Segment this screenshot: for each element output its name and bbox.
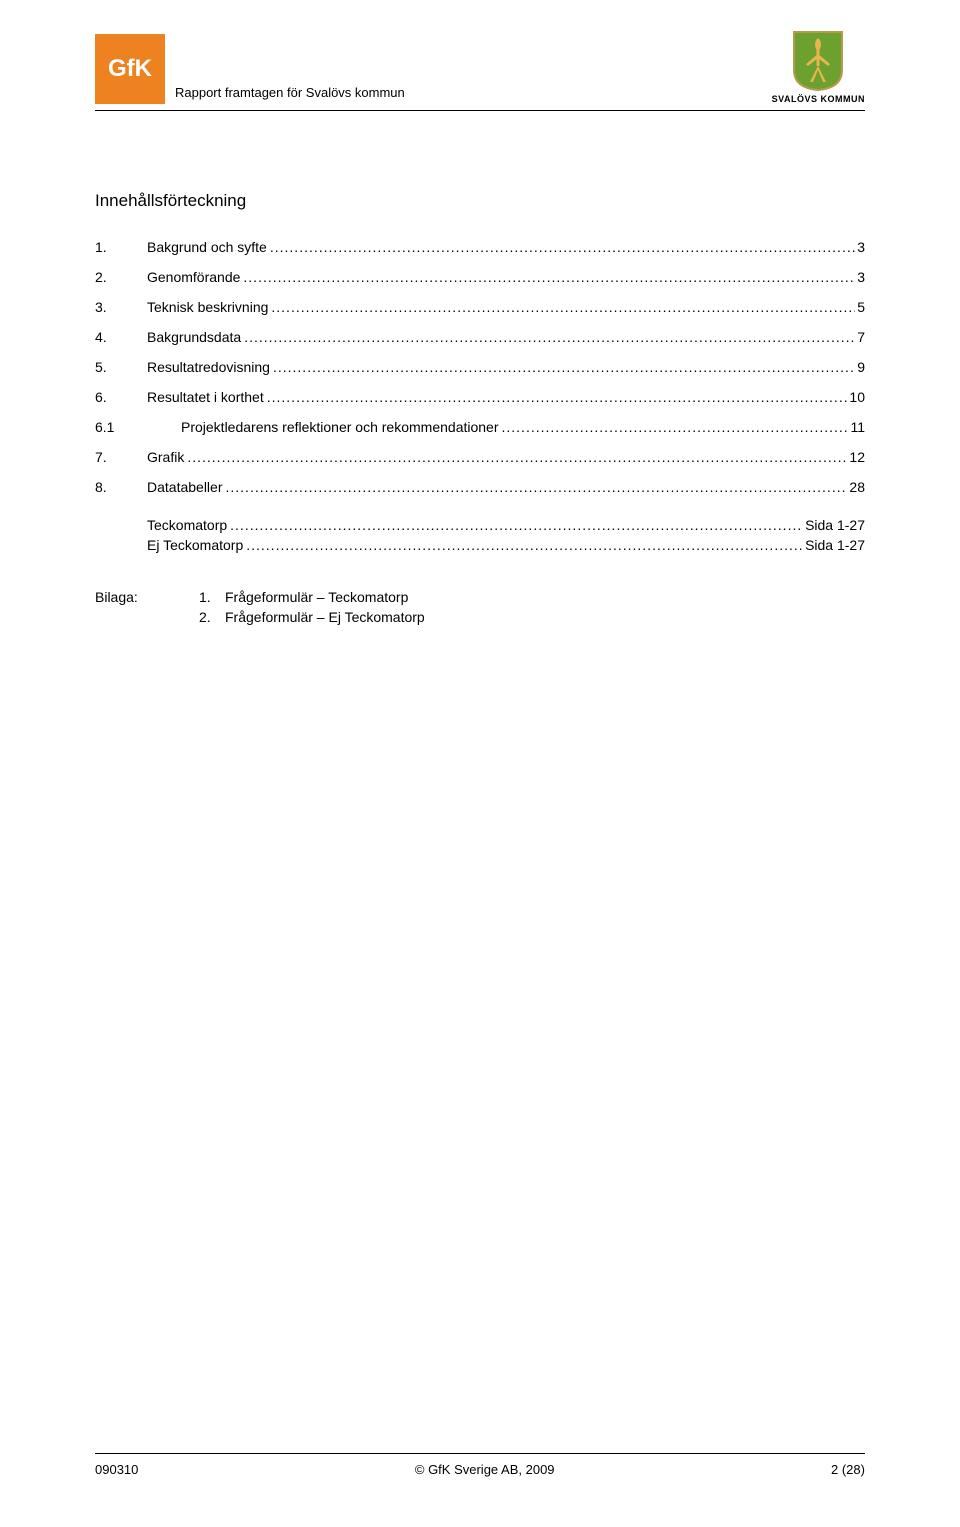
municipality-shield-icon bbox=[792, 30, 844, 92]
toc-page-number: 28 bbox=[847, 479, 865, 495]
gfk-logo: GfK bbox=[95, 34, 165, 104]
toc-leader-dots bbox=[499, 419, 849, 435]
footer-rule bbox=[95, 1453, 865, 1454]
toc-number: 5. bbox=[95, 359, 147, 375]
toc-label: Grafik bbox=[147, 449, 184, 465]
toc-leader-dots bbox=[227, 517, 803, 533]
municipality-label: SVALÖVS KOMMUN bbox=[772, 94, 865, 104]
toc-leader-dots bbox=[270, 359, 855, 375]
toc-row: 2.Genomförande 3 bbox=[95, 269, 865, 285]
toc-leader-dots bbox=[268, 299, 855, 315]
toc-row: 8.Datatabeller 28 bbox=[95, 479, 865, 495]
toc-sublist: Teckomatorp Sida 1-27 Ej Teckomatorp Sida 1… bbox=[147, 517, 865, 553]
toc-page-number: 5 bbox=[855, 299, 865, 315]
toc-number: 2. bbox=[95, 269, 147, 285]
toc-subrow: Ej Teckomatorp Sida 1-27 bbox=[147, 537, 865, 553]
footer-right: 2 (28) bbox=[831, 1462, 865, 1477]
toc-number: 8. bbox=[95, 479, 147, 495]
header-rule bbox=[95, 110, 865, 111]
toc-title: Innehållsförteckning bbox=[95, 191, 865, 211]
appendix-row: 2.Frågeformulär – Ej Teckomatorp bbox=[199, 609, 425, 625]
toc-row: 6.Resultatet i korthet 10 bbox=[95, 389, 865, 405]
toc-leader-dots bbox=[264, 389, 848, 405]
toc-label: Resultatet i korthet bbox=[147, 389, 264, 405]
toc-label: Bakgrundsdata bbox=[147, 329, 241, 345]
toc-number: 7. bbox=[95, 449, 147, 465]
toc-leader-dots bbox=[223, 479, 848, 495]
toc-row: 4.Bakgrundsdata 7 bbox=[95, 329, 865, 345]
document-page: GfK Rapport framtagen för Svalövs kommun… bbox=[0, 0, 960, 1527]
toc-subrow: Teckomatorp Sida 1-27 bbox=[147, 517, 865, 533]
footer-row: 090310 © GfK Sverige AB, 2009 2 (28) bbox=[95, 1462, 865, 1477]
toc-row: 7.Grafik 12 bbox=[95, 449, 865, 465]
right-brand-block: SVALÖVS KOMMUN bbox=[772, 30, 865, 104]
appendix-items: 1.Frågeformulär – Teckomatorp2.Frågeform… bbox=[199, 589, 425, 629]
toc-leader-dots bbox=[267, 239, 855, 255]
toc-label: Teknisk beskrivning bbox=[147, 299, 268, 315]
toc-label: Bakgrund och syfte bbox=[147, 239, 267, 255]
left-brand-block: GfK Rapport framtagen för Svalövs kommun bbox=[95, 34, 405, 104]
page-header: GfK Rapport framtagen för Svalövs kommun… bbox=[95, 30, 865, 104]
toc-sub-page: Sida 1-27 bbox=[803, 537, 865, 553]
footer-center: © GfK Sverige AB, 2009 bbox=[415, 1462, 555, 1477]
toc-label: Genomförande bbox=[147, 269, 240, 285]
toc-sub-label: Teckomatorp bbox=[147, 517, 227, 533]
toc-number: 4. bbox=[95, 329, 147, 345]
toc-number: 6.1 bbox=[95, 419, 147, 435]
toc-page-number: 10 bbox=[847, 389, 865, 405]
toc-row: 6.1Projektledarens reflektioner och reko… bbox=[95, 419, 865, 435]
toc-leader-dots bbox=[241, 329, 855, 345]
toc-row: 1.Bakgrund och syfte 3 bbox=[95, 239, 865, 255]
main-content: Innehållsförteckning 1.Bakgrund och syft… bbox=[95, 191, 865, 629]
toc-label: Resultatredovisning bbox=[147, 359, 270, 375]
toc-page-number: 3 bbox=[855, 269, 865, 285]
appendix-block: Bilaga: 1.Frågeformulär – Teckomatorp2.F… bbox=[95, 589, 865, 629]
toc-label: Datatabeller bbox=[147, 479, 223, 495]
header-caption: Rapport framtagen för Svalövs kommun bbox=[175, 85, 405, 100]
toc-number: 1. bbox=[95, 239, 147, 255]
toc-list: 1.Bakgrund och syfte 3 2.Genomförande 3 3.Te… bbox=[95, 239, 865, 495]
footer-left: 090310 bbox=[95, 1462, 138, 1477]
toc-leader-dots bbox=[243, 537, 803, 553]
toc-sub-label: Ej Teckomatorp bbox=[147, 537, 243, 553]
appendix-item-label: Frågeformulär – Ej Teckomatorp bbox=[225, 609, 425, 625]
toc-page-number: 12 bbox=[847, 449, 865, 465]
toc-row: 5.Resultatredovisning 9 bbox=[95, 359, 865, 375]
toc-page-number: 3 bbox=[855, 239, 865, 255]
toc-page-number: 9 bbox=[855, 359, 865, 375]
page-footer: 090310 © GfK Sverige AB, 2009 2 (28) bbox=[95, 1445, 865, 1477]
appendix-item-label: Frågeformulär – Teckomatorp bbox=[225, 589, 408, 605]
toc-page-number: 11 bbox=[848, 419, 865, 435]
appendix-row: 1.Frågeformulär – Teckomatorp bbox=[199, 589, 425, 605]
toc-row: 3.Teknisk beskrivning 5 bbox=[95, 299, 865, 315]
toc-number: 6. bbox=[95, 389, 147, 405]
toc-leader-dots bbox=[240, 269, 855, 285]
toc-leader-dots bbox=[184, 449, 847, 465]
appendix-label: Bilaga: bbox=[95, 589, 199, 629]
toc-label: Projektledarens reflektioner och rekomme… bbox=[147, 419, 499, 435]
appendix-number: 2. bbox=[199, 609, 225, 625]
toc-number: 3. bbox=[95, 299, 147, 315]
toc-page-number: 7 bbox=[855, 329, 865, 345]
appendix-number: 1. bbox=[199, 589, 225, 605]
toc-sub-page: Sida 1-27 bbox=[803, 517, 865, 533]
